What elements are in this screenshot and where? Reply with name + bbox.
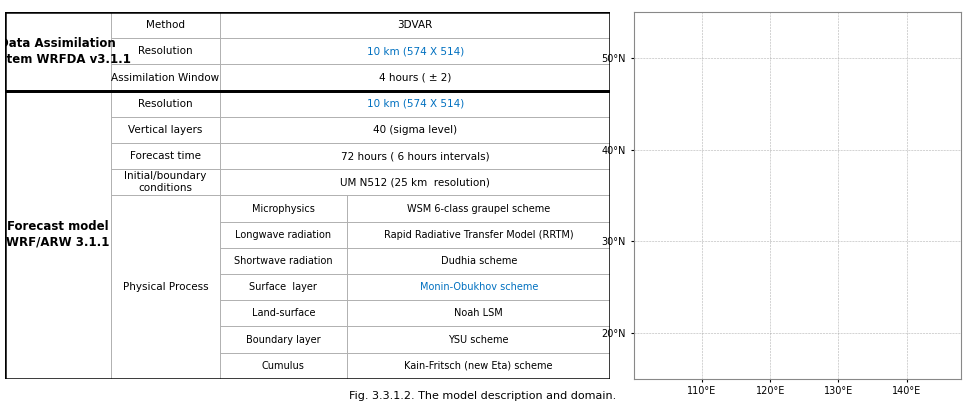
Bar bbox=[111, 117, 220, 143]
Text: Initial/boundary
conditions: Initial/boundary conditions bbox=[125, 171, 207, 193]
Text: 40 (sigma level): 40 (sigma level) bbox=[373, 125, 457, 135]
Text: Microphysics: Microphysics bbox=[252, 204, 315, 214]
Bar bbox=[220, 143, 611, 169]
Text: Data Assimilation
system WRFDA v3.1.1: Data Assimilation system WRFDA v3.1.1 bbox=[0, 37, 130, 66]
Bar bbox=[220, 195, 347, 222]
Text: WSM 6-class graupel scheme: WSM 6-class graupel scheme bbox=[407, 204, 551, 214]
Bar bbox=[5, 91, 611, 379]
Bar bbox=[5, 91, 111, 379]
Bar bbox=[111, 64, 220, 91]
Bar bbox=[347, 222, 611, 248]
Text: Rapid Radiative Transfer Model (RRTM): Rapid Radiative Transfer Model (RRTM) bbox=[384, 230, 574, 240]
Text: Noah LSM: Noah LSM bbox=[454, 308, 503, 318]
Bar bbox=[220, 38, 611, 64]
Text: Dudhia scheme: Dudhia scheme bbox=[440, 256, 517, 266]
Text: Kain-Fritsch (new Eta) scheme: Kain-Fritsch (new Eta) scheme bbox=[405, 361, 553, 371]
Text: 10 km (574 X 514): 10 km (574 X 514) bbox=[366, 99, 464, 109]
Text: 72 hours ( 6 hours intervals): 72 hours ( 6 hours intervals) bbox=[341, 151, 490, 161]
Bar bbox=[220, 64, 611, 91]
Bar bbox=[5, 12, 611, 91]
Text: Vertical layers: Vertical layers bbox=[128, 125, 203, 135]
Bar bbox=[111, 169, 220, 195]
Text: Shortwave radiation: Shortwave radiation bbox=[234, 256, 332, 266]
Bar bbox=[111, 143, 220, 169]
Text: Surface  layer: Surface layer bbox=[249, 282, 318, 292]
Text: Method: Method bbox=[146, 20, 185, 30]
Text: Resolution: Resolution bbox=[138, 46, 192, 56]
Text: Monin-Obukhov scheme: Monin-Obukhov scheme bbox=[419, 282, 538, 292]
Bar bbox=[347, 195, 611, 222]
Bar bbox=[220, 353, 347, 379]
Text: Assimilation Window: Assimilation Window bbox=[111, 73, 219, 83]
Bar bbox=[347, 353, 611, 379]
Text: Forecast time: Forecast time bbox=[129, 151, 201, 161]
Text: Fig. 3.3.1.2. The model description and domain.: Fig. 3.3.1.2. The model description and … bbox=[350, 391, 616, 401]
Bar bbox=[111, 91, 220, 117]
Bar bbox=[220, 12, 611, 38]
Text: YSU scheme: YSU scheme bbox=[448, 334, 509, 345]
Bar bbox=[111, 12, 220, 38]
Bar bbox=[220, 169, 611, 195]
Bar bbox=[220, 300, 347, 326]
Text: 3DVAR: 3DVAR bbox=[398, 20, 433, 30]
Bar bbox=[220, 91, 611, 117]
Text: 4 hours ( ± 2): 4 hours ( ± 2) bbox=[379, 73, 451, 83]
Bar bbox=[347, 248, 611, 274]
Bar bbox=[5, 12, 111, 91]
Text: UM N512 (25 km  resolution): UM N512 (25 km resolution) bbox=[340, 177, 490, 187]
Text: 10 km (574 X 514): 10 km (574 X 514) bbox=[366, 46, 464, 56]
Text: Land-surface: Land-surface bbox=[252, 308, 315, 318]
Text: Forecast model
WRF/ARW 3.1.1: Forecast model WRF/ARW 3.1.1 bbox=[6, 220, 109, 249]
Text: Cumulus: Cumulus bbox=[262, 361, 305, 371]
Bar bbox=[220, 117, 611, 143]
Bar bbox=[220, 248, 347, 274]
Bar bbox=[220, 274, 347, 300]
Bar bbox=[347, 300, 611, 326]
Bar bbox=[347, 326, 611, 353]
Text: Resolution: Resolution bbox=[138, 99, 192, 109]
Bar bbox=[111, 195, 220, 379]
Text: Physical Process: Physical Process bbox=[123, 282, 208, 292]
Text: Boundary layer: Boundary layer bbox=[246, 334, 321, 345]
Bar bbox=[220, 326, 347, 353]
Bar bbox=[111, 38, 220, 64]
Bar bbox=[347, 274, 611, 300]
Text: Longwave radiation: Longwave radiation bbox=[236, 230, 331, 240]
Bar bbox=[220, 222, 347, 248]
